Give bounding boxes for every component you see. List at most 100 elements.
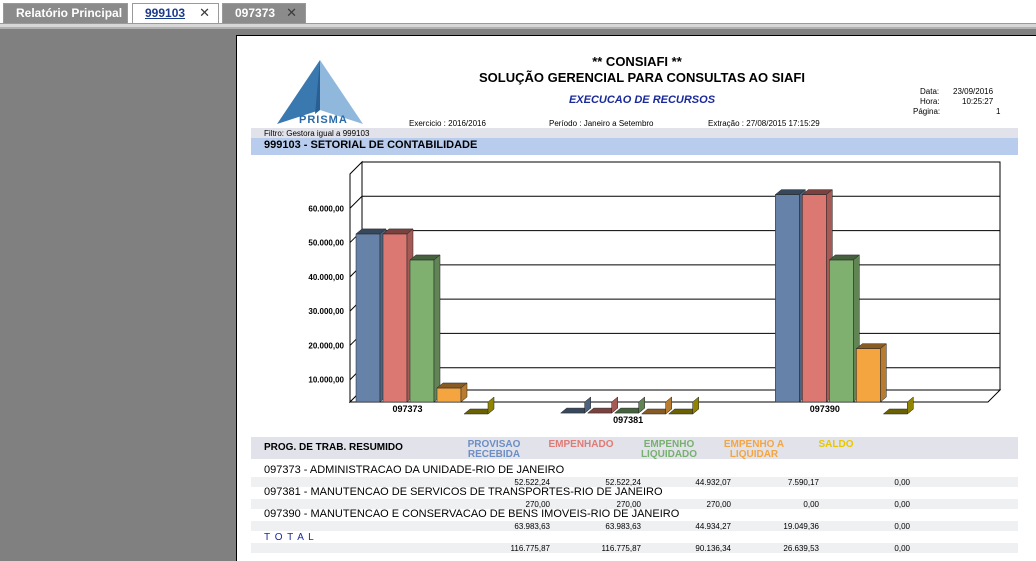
program-row-value: 0,00 bbox=[894, 500, 910, 509]
program-row-label: 097381 - MANUTENCAO DE SERVICOS DE TRANS… bbox=[264, 486, 663, 498]
program-row-value: 63.983,63 bbox=[605, 522, 641, 531]
tab-label: Relatório Principal bbox=[16, 6, 123, 20]
bar-side bbox=[692, 396, 699, 415]
tab-bar-divider bbox=[0, 23, 1036, 27]
report-section-heading: EXECUCAO DE RECURSOS bbox=[568, 94, 716, 106]
bar-side bbox=[665, 396, 672, 415]
bar-side bbox=[880, 343, 887, 403]
program-row-band bbox=[251, 521, 1018, 531]
bar-side bbox=[638, 396, 645, 414]
report-subtitle: SOLUÇÃO GERENCIAL PARA CONSULTAS AO SIAF… bbox=[479, 70, 805, 85]
total-row-value: 116.775,87 bbox=[601, 544, 641, 553]
program-row-value: 0,00 bbox=[894, 478, 910, 487]
page-label: Página: bbox=[913, 107, 941, 116]
column-header: EMPENHADO bbox=[541, 440, 621, 450]
time-label: Hora: bbox=[920, 97, 940, 106]
tab-relatorio-principal[interactable]: Relatório Principal bbox=[3, 3, 128, 24]
gridline bbox=[349, 195, 363, 209]
column-header-line: EMPENHO A bbox=[723, 439, 785, 450]
bar bbox=[409, 259, 435, 403]
chart-back-wall bbox=[361, 161, 1001, 391]
time-value: 10:25:27 bbox=[962, 97, 994, 106]
column-header-line: EMPENHADO bbox=[548, 439, 614, 450]
report-title: ** CONSIAFI ** bbox=[592, 54, 682, 69]
prisma-logo: PRISMA bbox=[275, 58, 365, 133]
y-tick-label: 10.000,00 bbox=[308, 376, 344, 385]
bar bbox=[802, 194, 827, 403]
program-row-value: 270,00 bbox=[616, 500, 641, 509]
x-category-label: 097390 bbox=[810, 404, 840, 414]
y-tick-label: 20.000,00 bbox=[308, 341, 344, 350]
column-header: SALDO bbox=[796, 440, 876, 450]
program-row-band bbox=[251, 477, 1018, 487]
program-row-value: 270,00 bbox=[525, 500, 550, 509]
program-row-label: 097390 - MANUTENCAO E CONSERVACAO DE BEN… bbox=[264, 508, 680, 520]
y-tick-label: 30.000,00 bbox=[308, 307, 344, 316]
total-row-value: 0,00 bbox=[894, 544, 910, 553]
y-tick-label: 50.000,00 bbox=[308, 239, 344, 248]
periodo: Período : Janeiro a Setembro bbox=[549, 119, 654, 128]
bar bbox=[355, 233, 381, 403]
tab-097373[interactable]: 097373 ✕ bbox=[222, 3, 306, 24]
column-header-line: SALDO bbox=[818, 439, 854, 450]
column-header-line: RECEBIDA bbox=[467, 449, 521, 460]
total-row-band bbox=[251, 543, 1018, 553]
total-row-value: 26.639,53 bbox=[783, 544, 819, 553]
close-icon[interactable]: ✕ bbox=[286, 6, 297, 21]
total-row-value: 116.775,87 bbox=[510, 544, 550, 553]
bar bbox=[829, 259, 854, 403]
bar-chart: 10.000,00 20.000,00 30.000,00 40.000,00 50.0… bbox=[308, 160, 1002, 425]
total-row-value: 90.136,34 bbox=[695, 544, 731, 553]
bar-side bbox=[487, 396, 495, 415]
tab-bar: Relatório Principal 999103 ✕ 097373 ✕ bbox=[0, 0, 1036, 27]
column-header: EMPENHO A LIQUIDAR bbox=[714, 440, 794, 460]
total-label: T O T A L bbox=[264, 532, 315, 543]
filter-text: Filtro: Gestora igual a 999103 bbox=[264, 129, 370, 138]
date-label: Data: bbox=[920, 87, 940, 96]
bar bbox=[436, 387, 462, 403]
y-tick-label: 40.000,00 bbox=[308, 273, 344, 282]
report-page: PRISMA ** CONSIAFI ** SOLUÇÃO GERENCIAL … bbox=[236, 35, 1036, 561]
program-row-value: 44.934,27 bbox=[695, 522, 731, 531]
program-row-value: 270,00 bbox=[706, 500, 731, 509]
bar bbox=[382, 233, 408, 403]
program-row-value: 0,00 bbox=[803, 500, 819, 509]
bar-side bbox=[584, 396, 591, 414]
column-header-line: LIQUIDAR bbox=[729, 449, 779, 460]
x-category-label: 097373 bbox=[392, 404, 422, 414]
y-tick-label: 60.000,00 bbox=[308, 204, 344, 213]
tab-label: 999103 bbox=[145, 6, 186, 20]
bar bbox=[775, 194, 800, 403]
logo-text: PRISMA bbox=[299, 114, 348, 126]
column-header-line: EMPENHO bbox=[643, 439, 695, 450]
x-category-label: 097381 bbox=[613, 415, 643, 425]
page-value: 1 bbox=[996, 107, 1001, 116]
program-row-label: 097373 - ADMINISTRACAO DA UNIDADE-RIO DE… bbox=[264, 464, 565, 476]
tab-999103[interactable]: 999103 ✕ bbox=[132, 3, 219, 24]
program-row-value: 0,00 bbox=[894, 522, 910, 531]
bar bbox=[856, 348, 881, 403]
section-bar bbox=[251, 138, 1018, 155]
column-header: PROVISAO RECEBIDA bbox=[454, 440, 534, 460]
bar-side bbox=[611, 396, 618, 414]
extracao: Extração : 27/08/2015 17:15:29 bbox=[708, 119, 820, 128]
program-row-value: 52.522,24 bbox=[605, 478, 641, 487]
bar-side bbox=[460, 382, 468, 403]
program-row-value: 7.590,17 bbox=[787, 478, 819, 487]
column-header-line: PROVISAO bbox=[467, 439, 521, 450]
column-header-line: LIQUIDADO bbox=[640, 449, 698, 460]
table-header-label: PROG. DE TRAB. RESUMIDO bbox=[264, 442, 403, 453]
close-icon[interactable]: ✕ bbox=[199, 6, 210, 21]
tab-label: 097373 bbox=[235, 6, 276, 20]
bar-side bbox=[907, 396, 914, 415]
exercicio: Exercicio : 2016/2016 bbox=[409, 119, 486, 128]
program-row-value: 44.932,07 bbox=[695, 478, 731, 487]
program-row-value: 63.983,63 bbox=[514, 522, 550, 531]
bar-side bbox=[433, 254, 441, 403]
column-header: EMPENHO LIQUIDADO bbox=[629, 440, 709, 460]
date-value: 23/09/2016 bbox=[953, 87, 994, 96]
program-row-band bbox=[251, 499, 1018, 509]
section-title: 999103 - SETORIAL DE CONTABILIDADE bbox=[264, 139, 478, 151]
program-row-value: 52.522,24 bbox=[514, 478, 550, 487]
program-row-value: 19.049,36 bbox=[783, 522, 819, 531]
